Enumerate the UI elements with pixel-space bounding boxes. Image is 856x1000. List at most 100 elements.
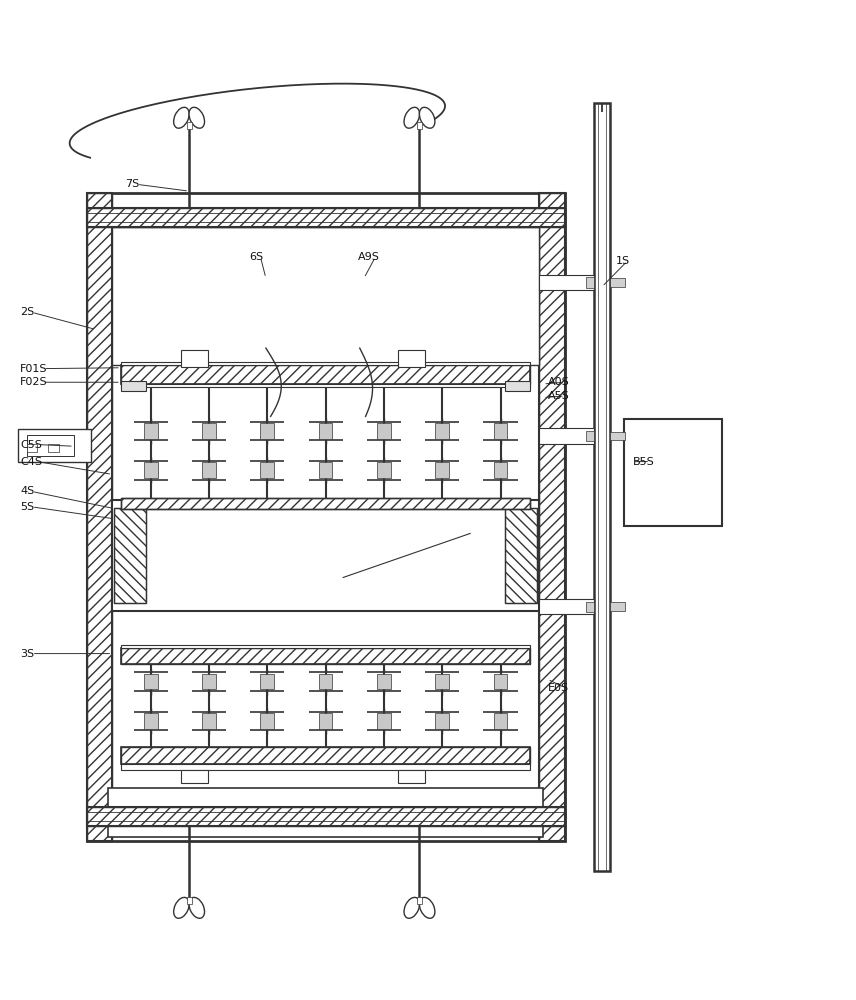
Bar bbox=[202, 713, 216, 729]
Bar bbox=[86, 807, 564, 826]
Bar bbox=[121, 498, 531, 509]
Text: A0S: A0S bbox=[548, 377, 569, 387]
Bar bbox=[609, 602, 625, 611]
Bar bbox=[398, 350, 425, 367]
Bar bbox=[260, 462, 274, 478]
Bar bbox=[609, 278, 625, 287]
Bar bbox=[539, 275, 594, 290]
Text: 5S: 5S bbox=[21, 502, 34, 512]
Bar bbox=[121, 747, 531, 764]
Bar bbox=[181, 770, 208, 783]
Bar bbox=[86, 193, 112, 841]
Bar bbox=[108, 788, 544, 837]
Bar bbox=[19, 429, 91, 462]
Bar bbox=[112, 227, 539, 365]
Bar bbox=[121, 648, 531, 664]
Bar bbox=[86, 208, 564, 227]
Text: B5S: B5S bbox=[633, 457, 655, 467]
Ellipse shape bbox=[189, 897, 205, 918]
Ellipse shape bbox=[174, 107, 189, 128]
Bar bbox=[494, 713, 508, 729]
Bar bbox=[539, 193, 564, 841]
Bar bbox=[505, 381, 531, 391]
Text: 6S: 6S bbox=[249, 252, 263, 262]
Bar bbox=[121, 648, 531, 664]
Bar bbox=[121, 498, 531, 509]
Bar bbox=[86, 193, 564, 841]
Bar bbox=[539, 193, 564, 841]
Bar bbox=[181, 350, 208, 367]
Bar bbox=[494, 423, 508, 439]
Bar bbox=[318, 713, 332, 729]
Ellipse shape bbox=[419, 897, 435, 918]
Bar bbox=[187, 122, 192, 129]
Bar bbox=[114, 508, 146, 603]
Bar bbox=[586, 431, 594, 441]
Bar bbox=[121, 362, 531, 365]
Text: C5S: C5S bbox=[21, 440, 42, 450]
Bar bbox=[112, 500, 539, 611]
Bar bbox=[398, 770, 425, 783]
Bar bbox=[260, 674, 274, 689]
Bar bbox=[86, 208, 564, 227]
Bar bbox=[202, 674, 216, 689]
Text: 1S: 1S bbox=[615, 256, 630, 266]
Bar bbox=[436, 462, 449, 478]
Bar bbox=[144, 674, 158, 689]
Bar bbox=[494, 674, 508, 689]
Bar bbox=[121, 764, 531, 770]
Bar bbox=[144, 713, 158, 729]
Text: F01S: F01S bbox=[21, 364, 48, 374]
Text: F02S: F02S bbox=[21, 377, 48, 387]
Text: C4S: C4S bbox=[21, 457, 42, 467]
Bar bbox=[586, 602, 594, 612]
Bar bbox=[121, 645, 531, 648]
Bar bbox=[494, 462, 508, 478]
Bar bbox=[318, 462, 332, 478]
Bar bbox=[539, 599, 594, 614]
Bar bbox=[624, 419, 722, 526]
Bar bbox=[377, 713, 390, 729]
Bar bbox=[377, 462, 390, 478]
Ellipse shape bbox=[419, 107, 435, 128]
Bar bbox=[27, 444, 37, 452]
Bar bbox=[505, 508, 538, 603]
Bar bbox=[436, 423, 449, 439]
Bar bbox=[377, 674, 390, 689]
Ellipse shape bbox=[404, 897, 419, 918]
Bar bbox=[48, 444, 58, 452]
Bar bbox=[121, 365, 531, 384]
Bar bbox=[594, 103, 609, 871]
Text: 7S: 7S bbox=[125, 179, 140, 189]
Text: 3S: 3S bbox=[21, 649, 34, 659]
Bar bbox=[202, 423, 216, 439]
Text: 2S: 2S bbox=[21, 307, 34, 317]
Text: E0S: E0S bbox=[548, 683, 568, 693]
Bar bbox=[121, 381, 146, 391]
Bar bbox=[539, 428, 594, 444]
Bar bbox=[318, 674, 332, 689]
Text: A9S: A9S bbox=[358, 252, 380, 262]
Ellipse shape bbox=[404, 107, 419, 128]
Bar bbox=[436, 674, 449, 689]
Bar bbox=[318, 423, 332, 439]
Bar bbox=[187, 897, 192, 904]
Bar bbox=[86, 193, 112, 841]
Bar bbox=[144, 462, 158, 478]
Bar bbox=[586, 277, 594, 288]
Bar bbox=[121, 747, 531, 764]
Ellipse shape bbox=[189, 107, 205, 128]
Ellipse shape bbox=[174, 897, 189, 918]
Text: 4S: 4S bbox=[21, 486, 34, 496]
Bar bbox=[260, 423, 274, 439]
Bar bbox=[27, 435, 74, 456]
Bar bbox=[144, 423, 158, 439]
Bar bbox=[260, 713, 274, 729]
Bar bbox=[121, 384, 531, 387]
Bar bbox=[417, 897, 422, 904]
Text: A5S: A5S bbox=[548, 391, 569, 401]
Bar bbox=[114, 508, 146, 603]
Bar bbox=[377, 423, 390, 439]
Bar bbox=[609, 432, 625, 440]
Bar bbox=[417, 122, 422, 129]
